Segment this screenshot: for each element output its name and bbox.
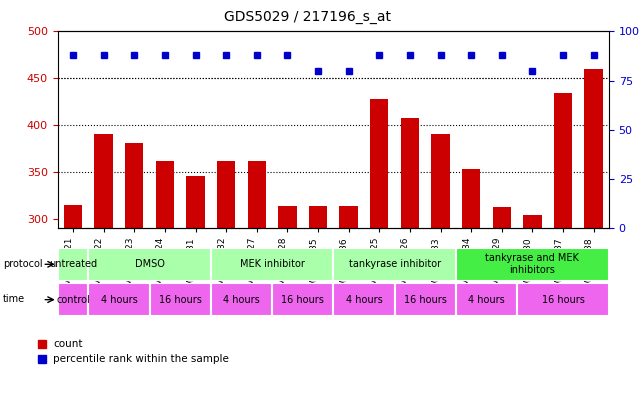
Bar — [211, 248, 333, 281]
Bar — [247, 161, 266, 228]
Bar — [492, 208, 511, 228]
Text: 4 hours: 4 hours — [101, 295, 137, 305]
Text: GDS5029 / 217196_s_at: GDS5029 / 217196_s_at — [224, 10, 392, 24]
Text: 16 hours: 16 hours — [281, 295, 324, 305]
Text: control: control — [56, 295, 90, 305]
Bar — [340, 206, 358, 228]
Bar — [585, 69, 603, 228]
Bar — [456, 283, 517, 316]
Bar — [272, 283, 333, 316]
Text: tankyrase inhibitor: tankyrase inhibitor — [349, 259, 440, 269]
Bar — [370, 99, 388, 228]
Bar — [456, 248, 609, 281]
Text: tankyrase and MEK
inhibitors: tankyrase and MEK inhibitors — [485, 253, 579, 275]
Text: untreated: untreated — [49, 259, 97, 269]
Text: MEK inhibitor: MEK inhibitor — [240, 259, 304, 269]
Bar — [401, 118, 419, 228]
Bar — [88, 248, 211, 281]
Bar — [94, 134, 113, 228]
Bar — [149, 283, 211, 316]
Bar — [462, 169, 480, 228]
Text: time: time — [3, 294, 26, 305]
Bar — [554, 93, 572, 228]
Bar — [278, 206, 297, 228]
Bar — [333, 248, 456, 281]
Bar — [395, 283, 456, 316]
Bar — [58, 283, 88, 316]
Bar — [125, 143, 144, 228]
Text: 4 hours: 4 hours — [468, 295, 505, 305]
Bar — [431, 134, 450, 228]
Bar — [58, 248, 88, 281]
Text: protocol: protocol — [3, 259, 43, 269]
Legend: count, percentile rank within the sample: count, percentile rank within the sample — [37, 339, 229, 364]
Text: 16 hours: 16 hours — [159, 295, 202, 305]
Text: 4 hours: 4 hours — [345, 295, 382, 305]
Bar — [523, 215, 542, 228]
Bar — [333, 283, 395, 316]
Text: 16 hours: 16 hours — [542, 295, 585, 305]
Bar — [309, 206, 327, 228]
Bar — [211, 283, 272, 316]
Bar — [517, 283, 609, 316]
Bar — [88, 283, 149, 316]
Bar — [217, 161, 235, 228]
Text: 16 hours: 16 hours — [404, 295, 447, 305]
Text: 4 hours: 4 hours — [223, 295, 260, 305]
Bar — [187, 176, 204, 228]
Text: DMSO: DMSO — [135, 259, 165, 269]
Bar — [64, 204, 82, 228]
Bar — [156, 161, 174, 228]
